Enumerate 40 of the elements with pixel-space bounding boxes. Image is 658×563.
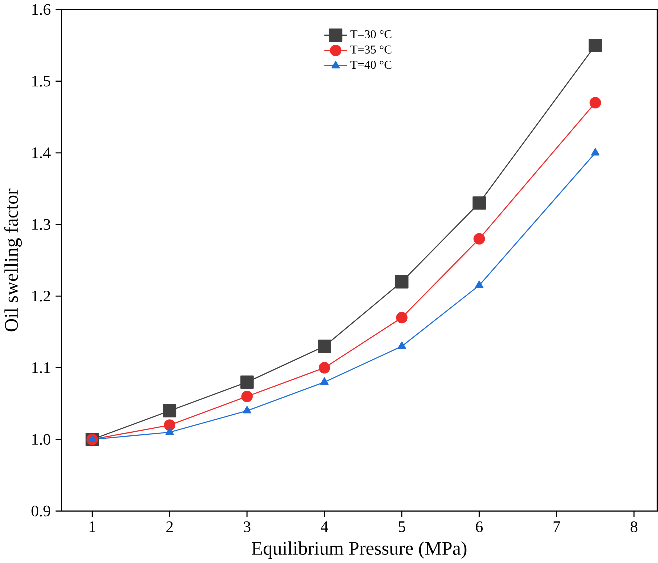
- point: [396, 312, 408, 324]
- x-tick-label: 7: [554, 521, 560, 532]
- x-tick-label: 4: [320, 521, 328, 532]
- legend-label: T=35 °C: [350, 46, 392, 54]
- point: [243, 406, 252, 414]
- y-tick-label: 1.6: [32, 4, 51, 16]
- point: [320, 377, 329, 385]
- y-tick-label: 1.5: [32, 76, 51, 87]
- point: [395, 275, 409, 289]
- y-tick-label: 1.0: [32, 434, 51, 445]
- point: [242, 390, 253, 402]
- point: [475, 280, 484, 288]
- point: [240, 376, 254, 389]
- x-tick-label: 8: [630, 521, 638, 532]
- point: [164, 419, 176, 431]
- y-axis-title: Oil swelling factor: [4, 188, 22, 332]
- legend-label: T=40 °C: [350, 60, 392, 69]
- x-tick-label: 5: [398, 521, 406, 532]
- y-tick-label: 1.2: [32, 290, 50, 302]
- point: [398, 342, 406, 350]
- point: [318, 340, 332, 353]
- x-tick-label: 1: [90, 522, 96, 532]
- x-tick-label: 3: [244, 521, 251, 532]
- point: [474, 233, 486, 245]
- x-axis-title: Equilibrium Pressure (MPa): [252, 541, 467, 559]
- y-tick-label: 1.3: [32, 219, 51, 230]
- y-tick-label: 1.1: [32, 362, 50, 374]
- y-tick-label: 1.4: [32, 148, 51, 158]
- point: [166, 428, 174, 435]
- y-tick-label: 0.9: [32, 506, 50, 517]
- point: [88, 434, 97, 442]
- point: [318, 362, 330, 374]
- point: [590, 97, 602, 108]
- point: [591, 148, 600, 156]
- legend-label: T=30 °C: [350, 30, 392, 38]
- point: [163, 404, 177, 418]
- point: [472, 196, 486, 210]
- x-tick-label: 2: [166, 521, 173, 532]
- point: [588, 38, 602, 52]
- x-tick-label: 6: [476, 521, 483, 532]
